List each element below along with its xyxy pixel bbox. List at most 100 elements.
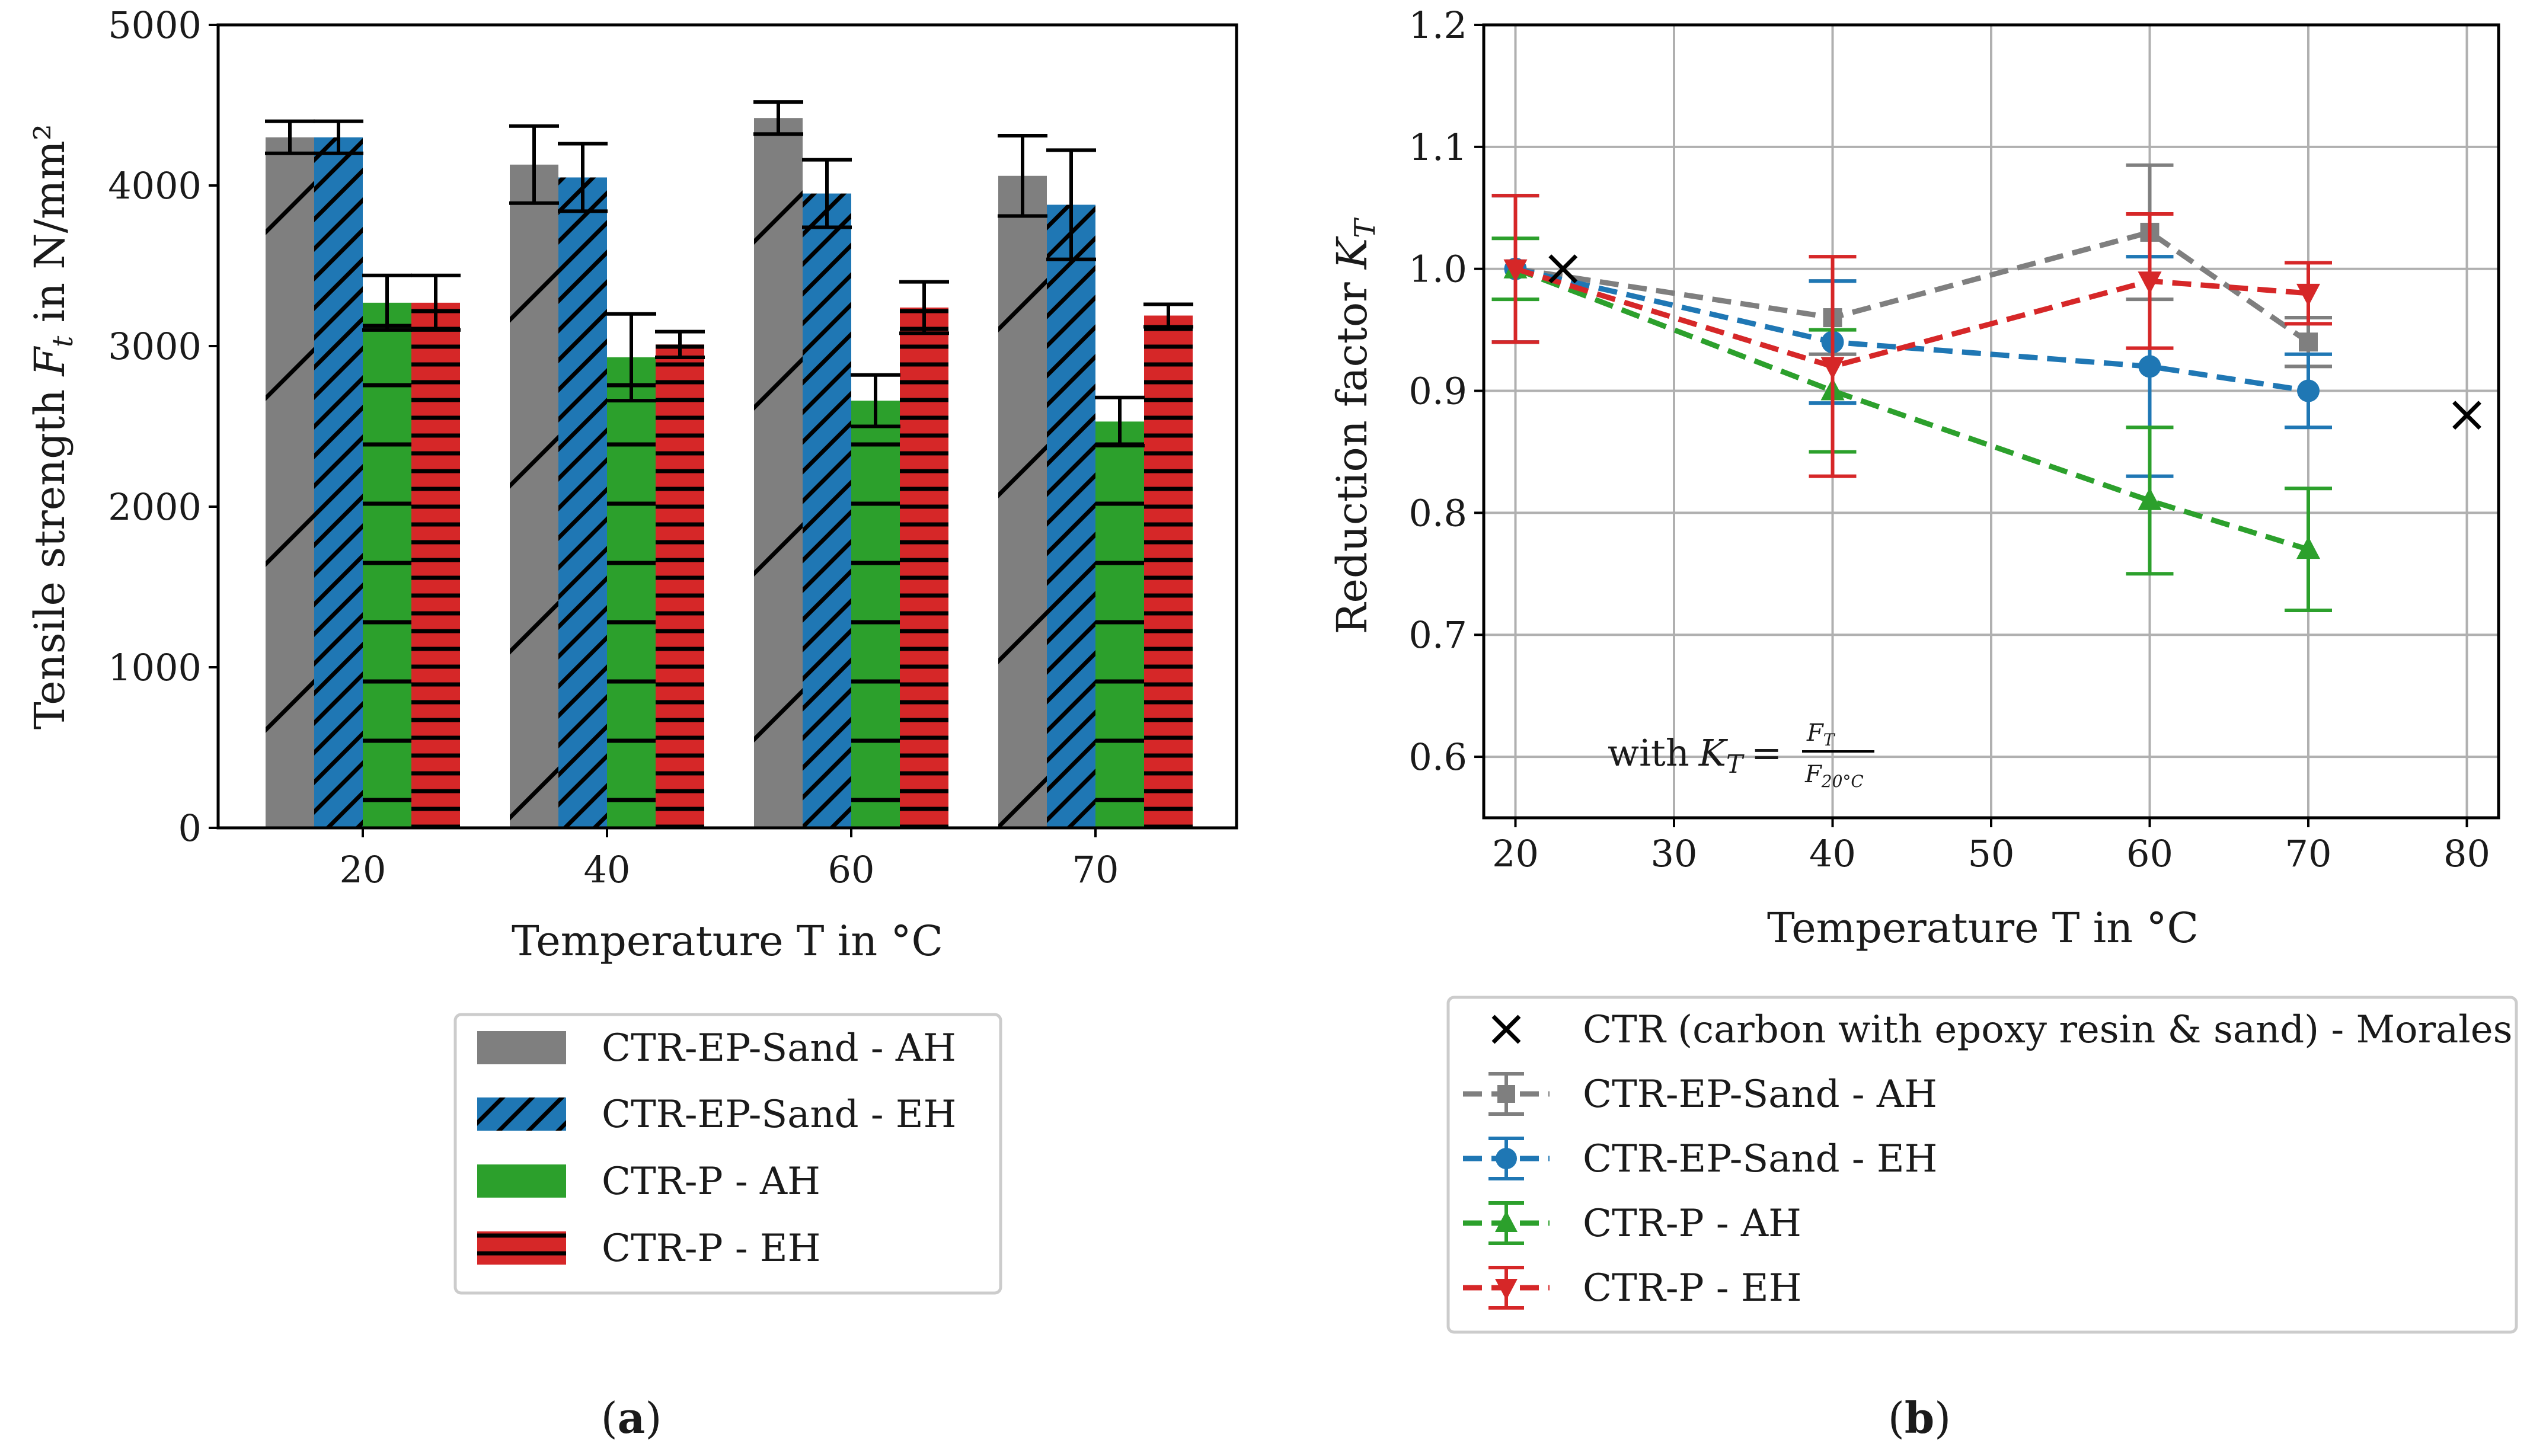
x-tick-label: 20	[340, 848, 386, 891]
triangle-down-marker	[1495, 1279, 1518, 1300]
bar-series-group	[266, 118, 1193, 828]
x-marker-stroke	[1491, 1015, 1521, 1044]
legend-label: CTR-P - AH	[1583, 1202, 1801, 1246]
legend: CTR (carbon with epoxy resin & sand) - M…	[1446, 996, 2518, 1334]
bar	[1047, 204, 1095, 828]
bar	[656, 344, 704, 828]
x-tick-label: 60	[828, 848, 875, 891]
y-tick-label: 0.9	[1408, 370, 1467, 413]
y-tick-label: 0.8	[1408, 491, 1467, 535]
x-marker-stroke	[2452, 401, 2481, 430]
reference-markers	[1548, 254, 2481, 430]
bar	[411, 302, 460, 828]
bar	[607, 357, 656, 828]
formula-text: with KT =	[1608, 731, 1782, 779]
bar-chart-panel: 0 1000 2000 3000 4000 5000 20 40 60 70 Temperatu…	[25, 4, 1238, 1443]
x-tick-label: 50	[1968, 832, 2015, 875]
bar	[314, 137, 363, 828]
x-marker	[1491, 1015, 1521, 1044]
x-tick-label: 70	[1072, 848, 1119, 891]
x-tick-label: 60	[2126, 832, 2173, 875]
x-marker-stroke	[1548, 254, 1578, 284]
y-tick-label: 0.6	[1408, 735, 1467, 779]
square-marker	[2299, 332, 2318, 352]
x-tick-label: 20	[1492, 832, 1539, 875]
y-axis-ticks: 0.6 0.7 0.8 0.9 1.0 1.1 1.2	[1408, 4, 1484, 779]
square-marker	[1497, 1085, 1515, 1103]
bar	[1144, 315, 1193, 828]
bar	[363, 302, 411, 828]
y-axis-ticks: 0 1000 2000 3000 4000 5000	[108, 4, 218, 850]
legend-label: CTR (carbon with epoxy resin & sand) - M…	[1583, 1008, 2512, 1052]
y-tick-label: 0	[178, 807, 202, 850]
y-axis-label: Tensile strength Ft in N/mm²	[25, 124, 79, 729]
legend: CTR-EP-Sand - AH CTR-EP-Sand - EH CTR-P - …	[453, 1013, 1002, 1295]
legend-label: CTR-EP-Sand - EH	[602, 1093, 956, 1137]
series-lines	[1491, 163, 2332, 613]
formula-numerator: FT	[1806, 719, 1836, 750]
circle-marker	[2297, 379, 2320, 402]
legend-label: CTR-P - AH	[602, 1160, 820, 1204]
bar	[1095, 421, 1144, 828]
line-chart-panel: 0.6 0.7 0.8 0.9 1.0 1.1 1.2 20 30 40 50 60 70 80 Tem…	[1328, 4, 2518, 1443]
x-axis-ticks: 20 40 60 70	[340, 828, 1119, 891]
bar	[510, 164, 558, 828]
triangle-up-marker	[2138, 487, 2162, 510]
x-axis-label: Temperature T in °C	[1767, 904, 2199, 952]
series	[1491, 194, 2332, 478]
y-tick-label: 3000	[108, 325, 202, 368]
error-bar-group	[265, 100, 1193, 448]
x-tick-label: 80	[2443, 832, 2490, 875]
series-line	[1515, 266, 2309, 370]
triangle-down-marker	[1820, 357, 1845, 380]
legend-label: CTR-P - EH	[1583, 1266, 1801, 1310]
bar	[754, 118, 803, 828]
plot-frame	[216, 23, 1238, 830]
series-line	[1514, 266, 2309, 552]
y-tick-label: 0.7	[1408, 613, 1467, 657]
triangle-up-marker	[2296, 536, 2320, 559]
y-tick-label: 1.0	[1408, 248, 1467, 291]
x-axis-ticks: 20 30 40 50 60 70 80	[1492, 818, 2490, 875]
triangle-down-marker	[1503, 259, 1528, 282]
circle-marker	[1496, 1148, 1517, 1169]
legend-label: CTR-EP-Sand - AH	[1583, 1073, 1937, 1116]
y-axis-label: Reduction factor KT	[1328, 217, 1382, 634]
x-marker	[1548, 254, 1578, 284]
circle-marker	[2138, 355, 2161, 378]
bar	[558, 177, 607, 828]
triangle-down-marker	[2296, 283, 2320, 306]
legend-label: CTR-EP-Sand - EH	[1583, 1137, 1937, 1181]
series-line	[1515, 266, 2309, 393]
x-marker	[2452, 401, 2481, 430]
y-tick-label: 1.2	[1408, 4, 1467, 47]
x-axis-label: Temperature T in °C	[512, 917, 943, 965]
x-tick-label: 40	[584, 848, 631, 891]
series	[1491, 194, 2332, 478]
bar	[900, 307, 948, 828]
triangle-down-marker	[2138, 271, 2162, 295]
legend-label: CTR-P - EH	[602, 1227, 820, 1271]
bar	[998, 175, 1047, 828]
y-tick-label: 4000	[108, 164, 202, 207]
legend-swatch	[477, 1097, 566, 1131]
panel-label: (a)	[601, 1393, 662, 1443]
legend-swatch	[477, 1164, 566, 1198]
bar	[851, 401, 900, 828]
y-tick-label: 2000	[108, 485, 202, 529]
legend-swatch	[477, 1231, 566, 1265]
legend-frame	[1446, 996, 2518, 1334]
bar	[266, 137, 314, 828]
triangle-up-marker	[1495, 1211, 1518, 1232]
legend-label: CTR-EP-Sand - AH	[602, 1026, 956, 1070]
y-tick-label: 1000	[108, 646, 202, 689]
legend-swatch	[477, 1031, 566, 1064]
grid	[1484, 24, 2499, 818]
x-tick-label: 40	[1809, 832, 1856, 875]
formula-annotation: with KT = FT F20°C	[1608, 719, 1874, 791]
legend-frame	[453, 1013, 1002, 1295]
panel-label: (b)	[1888, 1393, 1951, 1443]
series	[1491, 163, 2332, 369]
bar	[803, 193, 851, 828]
